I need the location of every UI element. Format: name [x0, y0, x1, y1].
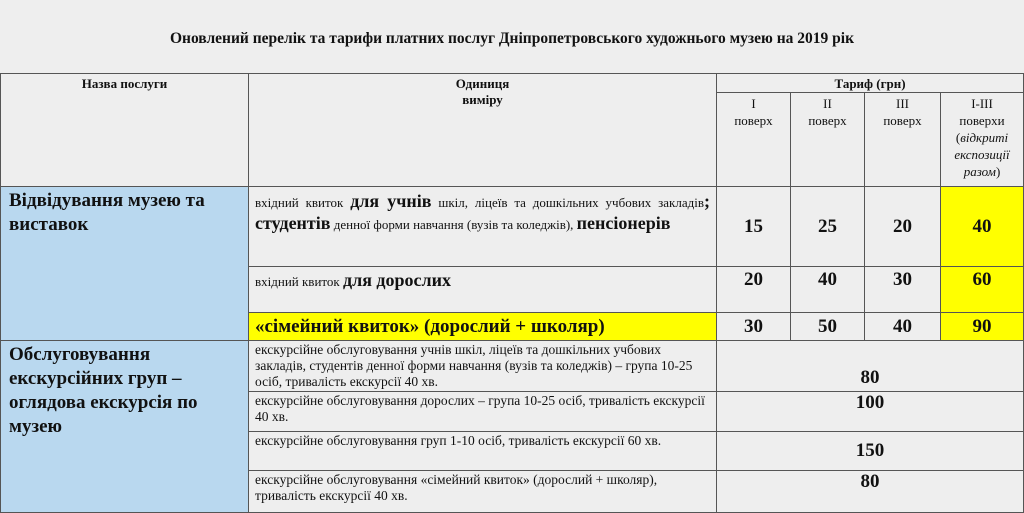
excursion-price: 150: [715, 431, 1024, 471]
price: 40: [864, 312, 941, 341]
price: 40: [790, 266, 865, 313]
price: 20: [716, 266, 791, 313]
table-row: екскурсійне обслуговування «сімейний кви…: [1, 470, 1024, 513]
service-excursions: Обслуговування екскурсійних груп – огляд…: [0, 340, 249, 513]
price: 30: [864, 266, 941, 313]
header-name: Назва послуги: [0, 73, 249, 187]
header-tariff: Тариф (грн): [715, 73, 1024, 93]
floor-label: поверхи: [959, 113, 1005, 128]
excursion-unit: екскурсійне обслуговування груп 1-10 осі…: [248, 431, 717, 471]
price: 40: [939, 186, 1024, 267]
table-row: Обслуговування екскурсійних груп – огляд…: [0, 340, 1024, 513]
unit-adults: вхідний квиток для дорослих: [248, 266, 717, 313]
table-row: екскурсійне обслуговування дорослих – гр…: [1, 391, 1024, 432]
unit-students: вхідний квиток для учнів шкіл, ліцеїв та…: [248, 186, 717, 267]
header-unit: Одиниця виміру: [248, 73, 717, 187]
floor-note: відкриті експозиції разом: [954, 130, 1010, 179]
table-row: екскурсійне обслуговування груп 1-10 осі…: [1, 431, 1024, 471]
header-floor-all: I-III поверхи (відкриті експозиції разом): [939, 92, 1024, 187]
excursion-unit: екскурсійне обслуговування «сімейний кви…: [248, 470, 717, 513]
floor-label: поверх: [734, 113, 773, 128]
header-unit-line2: виміру: [462, 92, 503, 107]
price: 25: [790, 186, 865, 267]
excursion-price: 80: [715, 340, 1024, 392]
floor-label: поверх: [808, 113, 847, 128]
floor-number: I-III: [971, 96, 993, 111]
header-floor-2: II поверх: [790, 92, 865, 187]
price: 20: [864, 186, 941, 267]
floor-label: поверх: [883, 113, 922, 128]
table-row: Відвідування музею та виставок вхідний к…: [0, 186, 1024, 341]
excursion-unit: екскурсійне обслуговування учнів шкіл, л…: [248, 340, 717, 392]
service-visits: Відвідування музею та виставок: [0, 186, 249, 341]
floor-number: I: [751, 96, 756, 111]
header-unit-line1: Одиниця: [455, 76, 510, 91]
table-row: вхідний квиток для дорослих 20 40 30 60: [1, 266, 1024, 313]
price: 15: [716, 186, 791, 267]
paren: (: [955, 130, 961, 145]
paren: ): [995, 164, 1001, 179]
excursion-unit: екскурсійне обслуговування дорослих – гр…: [248, 391, 717, 432]
header-floor-3: III поверх: [864, 92, 941, 187]
tariff-table: Назва послуги Одиниця виміру Тариф (грн) …: [0, 73, 1024, 513]
document-title: Оновлений перелік та тарифи платних посл…: [169, 30, 855, 47]
price: 90: [939, 312, 1024, 341]
price: 50: [790, 312, 865, 341]
excursion-price: 80: [715, 470, 1024, 513]
floor-number: III: [896, 96, 909, 111]
excursion-price: 100: [715, 391, 1024, 432]
unit-family: «сімейний квиток» (дорослий + школяр): [248, 312, 717, 341]
floor-number: II: [823, 96, 832, 111]
price: 60: [939, 266, 1024, 313]
price: 30: [716, 312, 791, 341]
